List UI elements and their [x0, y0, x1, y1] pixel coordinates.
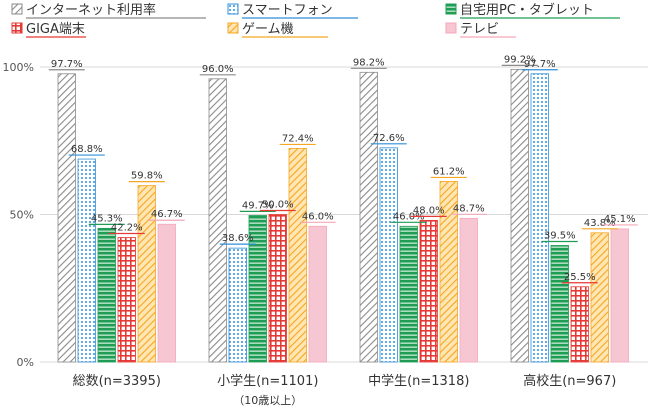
x-category-note: （10歳以上） [233, 394, 302, 407]
data-label: 97.7% [51, 59, 83, 70]
legend: インターネット利用率 スマートフォン 自宅用PC・タブレット GIGA端末 ゲーム機 テレ… [11, 2, 620, 38]
bar-4-3 [419, 219, 438, 363]
x-category-label: 高校生(n=967) [523, 373, 616, 389]
y-tick-label: 100% [3, 61, 34, 74]
data-label: 38.6% [222, 233, 254, 244]
legend-swatch [11, 22, 23, 34]
bar-3-4 [550, 245, 569, 363]
data-label: 45.3% [91, 213, 123, 224]
bar-1-3 [359, 71, 378, 363]
bar-3-1 [97, 227, 116, 363]
y-tick-label: 50% [10, 209, 34, 222]
bars [57, 68, 629, 363]
data-label: 98.2% [353, 57, 385, 68]
data-label: 96.0% [202, 64, 234, 75]
bar-6-4 [610, 228, 629, 363]
bar-1-4 [510, 68, 529, 363]
bar-2-2 [228, 247, 247, 363]
data-label: 25.5% [564, 272, 596, 283]
data-label: 43.8% [584, 218, 616, 229]
bar-2-4 [530, 73, 549, 363]
data-label: 99.2% [504, 54, 536, 65]
legend-label: ゲーム機 [242, 22, 294, 37]
bar-5-4 [590, 232, 609, 363]
bar-4-2 [268, 214, 287, 363]
legend-label: テレビ [460, 22, 499, 37]
bar-2-3 [379, 147, 398, 363]
bar-5-2 [288, 148, 307, 363]
legend-swatch [11, 3, 23, 15]
data-label: 49.7% [242, 200, 274, 211]
x-category-label: 総数(n=3395) [73, 374, 161, 389]
bar-4-1 [117, 237, 136, 363]
bar-6-1 [157, 223, 176, 363]
legend-swatch [227, 3, 239, 15]
bar-5-3 [439, 181, 458, 363]
data-label: 59.8% [131, 171, 163, 182]
bar-1-1 [57, 73, 76, 363]
data-label: 46.0% [393, 211, 425, 222]
data-label: 45.1% [604, 214, 636, 225]
bar-5-1 [137, 185, 156, 363]
bar-3-2 [248, 214, 267, 363]
data-label: 97.7% [524, 59, 556, 70]
y-axis-ticks: 0% 50% 100% [3, 61, 34, 369]
data-label: 46.7% [151, 209, 183, 220]
bar-6-3 [459, 217, 478, 363]
data-label: 50.0% [262, 200, 294, 211]
data-label: 46.0% [302, 211, 334, 222]
data-label: 72.6% [373, 133, 405, 144]
bar-2-1 [77, 158, 96, 363]
data-label: 39.5% [544, 230, 576, 241]
data-label: 48.0% [413, 205, 445, 216]
x-axis-categories: 総数(n=3395) 小学生(n=1101) （10歳以上） 中学生(n=1318) 高… [73, 373, 617, 407]
bar-1-2 [208, 78, 227, 363]
bar-3-3 [399, 225, 418, 363]
data-label: 42.2% [111, 223, 143, 234]
x-category-label: 中学生(n=1318) [368, 373, 469, 389]
legend-swatch [227, 22, 239, 34]
x-category-label: 小学生(n=1101) [217, 373, 318, 389]
data-label: 68.8% [71, 144, 103, 155]
legend-swatch [445, 3, 457, 15]
bar-6-2 [308, 225, 327, 363]
data-labels: 97.7% 96.0% 98.2% 99.2% 68.8% 38.6% 72.6% 97.7%… [48, 54, 638, 284]
legend-label: スマートフォン [242, 3, 333, 18]
y-tick-label: 0% [17, 356, 34, 369]
legend-label: インターネット利用率 [26, 2, 156, 18]
data-label: 72.4% [282, 133, 314, 144]
legend-label: GIGA端末 [26, 22, 85, 37]
data-label: 48.7% [453, 203, 485, 214]
data-label: 61.2% [433, 166, 465, 177]
bar-4-4 [570, 286, 589, 363]
legend-label: 自宅用PC・タブレット [460, 2, 594, 18]
legend-swatch [445, 22, 457, 34]
